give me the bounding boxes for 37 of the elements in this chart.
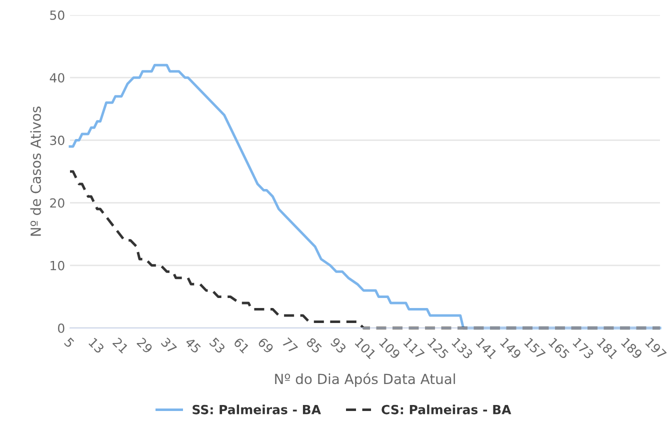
- x-tick-label: 133: [451, 337, 474, 360]
- x-tick-label: 197: [645, 337, 667, 360]
- legend-label: SS: Palmeiras - BA: [192, 404, 321, 414]
- x-tick-label: 165: [548, 337, 570, 360]
- x-tick-label: 13: [88, 337, 105, 354]
- x-tick-label: 109: [378, 337, 401, 360]
- y-tick-label: 10: [50, 260, 64, 270]
- x-tick-label: 29: [136, 337, 154, 354]
- x-tick-label: 77: [282, 337, 298, 354]
- line-series: [68, 64, 662, 330]
- x-tick-label: 21: [112, 337, 129, 354]
- x-tick-label: 85: [306, 337, 322, 354]
- y-tick-label: 30: [50, 136, 64, 146]
- x-tick-label: 45: [184, 337, 202, 354]
- x-tick-label: 53: [209, 337, 226, 354]
- x-tick-label: 117: [403, 338, 425, 360]
- x-tick-label: 141: [476, 338, 498, 360]
- x-tick-label: 157: [524, 338, 546, 360]
- x-tick-label: 125: [427, 337, 450, 360]
- y-tick-label: 40: [50, 73, 64, 83]
- y-tick-label: 0: [58, 323, 64, 333]
- x-tick-label: 93: [330, 337, 347, 354]
- x-tick-label: 5: [64, 337, 75, 348]
- y-axis-title: Nº de Casos Ativos: [30, 106, 41, 236]
- y-tick-label: 50: [50, 10, 64, 20]
- x-tick-label: 37: [160, 337, 178, 354]
- x-tick-label: 61: [233, 337, 250, 354]
- x-tick-label: 189: [620, 337, 643, 360]
- x-tick-label: 173: [572, 337, 594, 360]
- x-axis-title: Nº do Dia Após Data Atual: [275, 372, 455, 387]
- x-tick-label: 181: [596, 337, 618, 360]
- legend-label: CS: Palmeiras - BA: [382, 404, 512, 414]
- x-tick-label: 101: [354, 337, 376, 360]
- y-tick-label: 20: [50, 198, 64, 208]
- line-series: [68, 170, 662, 330]
- x-tick-label: 149: [500, 337, 522, 360]
- x-tick-label: 69: [257, 337, 274, 354]
